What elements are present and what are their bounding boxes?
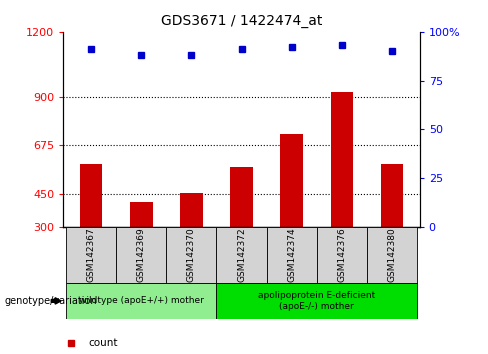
- Bar: [180, 193, 203, 227]
- Text: GSM142374: GSM142374: [287, 228, 296, 282]
- Text: GSM142369: GSM142369: [137, 228, 146, 282]
- Bar: [217, 283, 417, 319]
- Text: count: count: [88, 338, 118, 348]
- Bar: [66, 283, 217, 319]
- Bar: [281, 133, 303, 227]
- Bar: [116, 227, 166, 283]
- Bar: [317, 227, 367, 283]
- Bar: [230, 167, 253, 227]
- Text: genotype/variation: genotype/variation: [5, 296, 98, 306]
- Bar: [381, 164, 404, 227]
- Title: GDS3671 / 1422474_at: GDS3671 / 1422474_at: [161, 14, 322, 28]
- Text: GSM142372: GSM142372: [237, 228, 246, 282]
- Bar: [367, 227, 417, 283]
- Text: wildtype (apoE+/+) mother: wildtype (apoE+/+) mother: [79, 296, 203, 306]
- Bar: [66, 227, 116, 283]
- Bar: [331, 92, 353, 227]
- Text: GSM142376: GSM142376: [337, 228, 346, 282]
- Bar: [166, 227, 217, 283]
- Text: GSM142370: GSM142370: [187, 228, 196, 282]
- Text: GSM142367: GSM142367: [86, 228, 96, 282]
- Bar: [217, 227, 266, 283]
- Text: apolipoprotein E-deficient
(apoE-/-) mother: apolipoprotein E-deficient (apoE-/-) mot…: [258, 291, 375, 310]
- Bar: [80, 164, 102, 227]
- Text: GSM142380: GSM142380: [387, 228, 397, 282]
- Bar: [266, 227, 317, 283]
- Bar: [130, 202, 153, 227]
